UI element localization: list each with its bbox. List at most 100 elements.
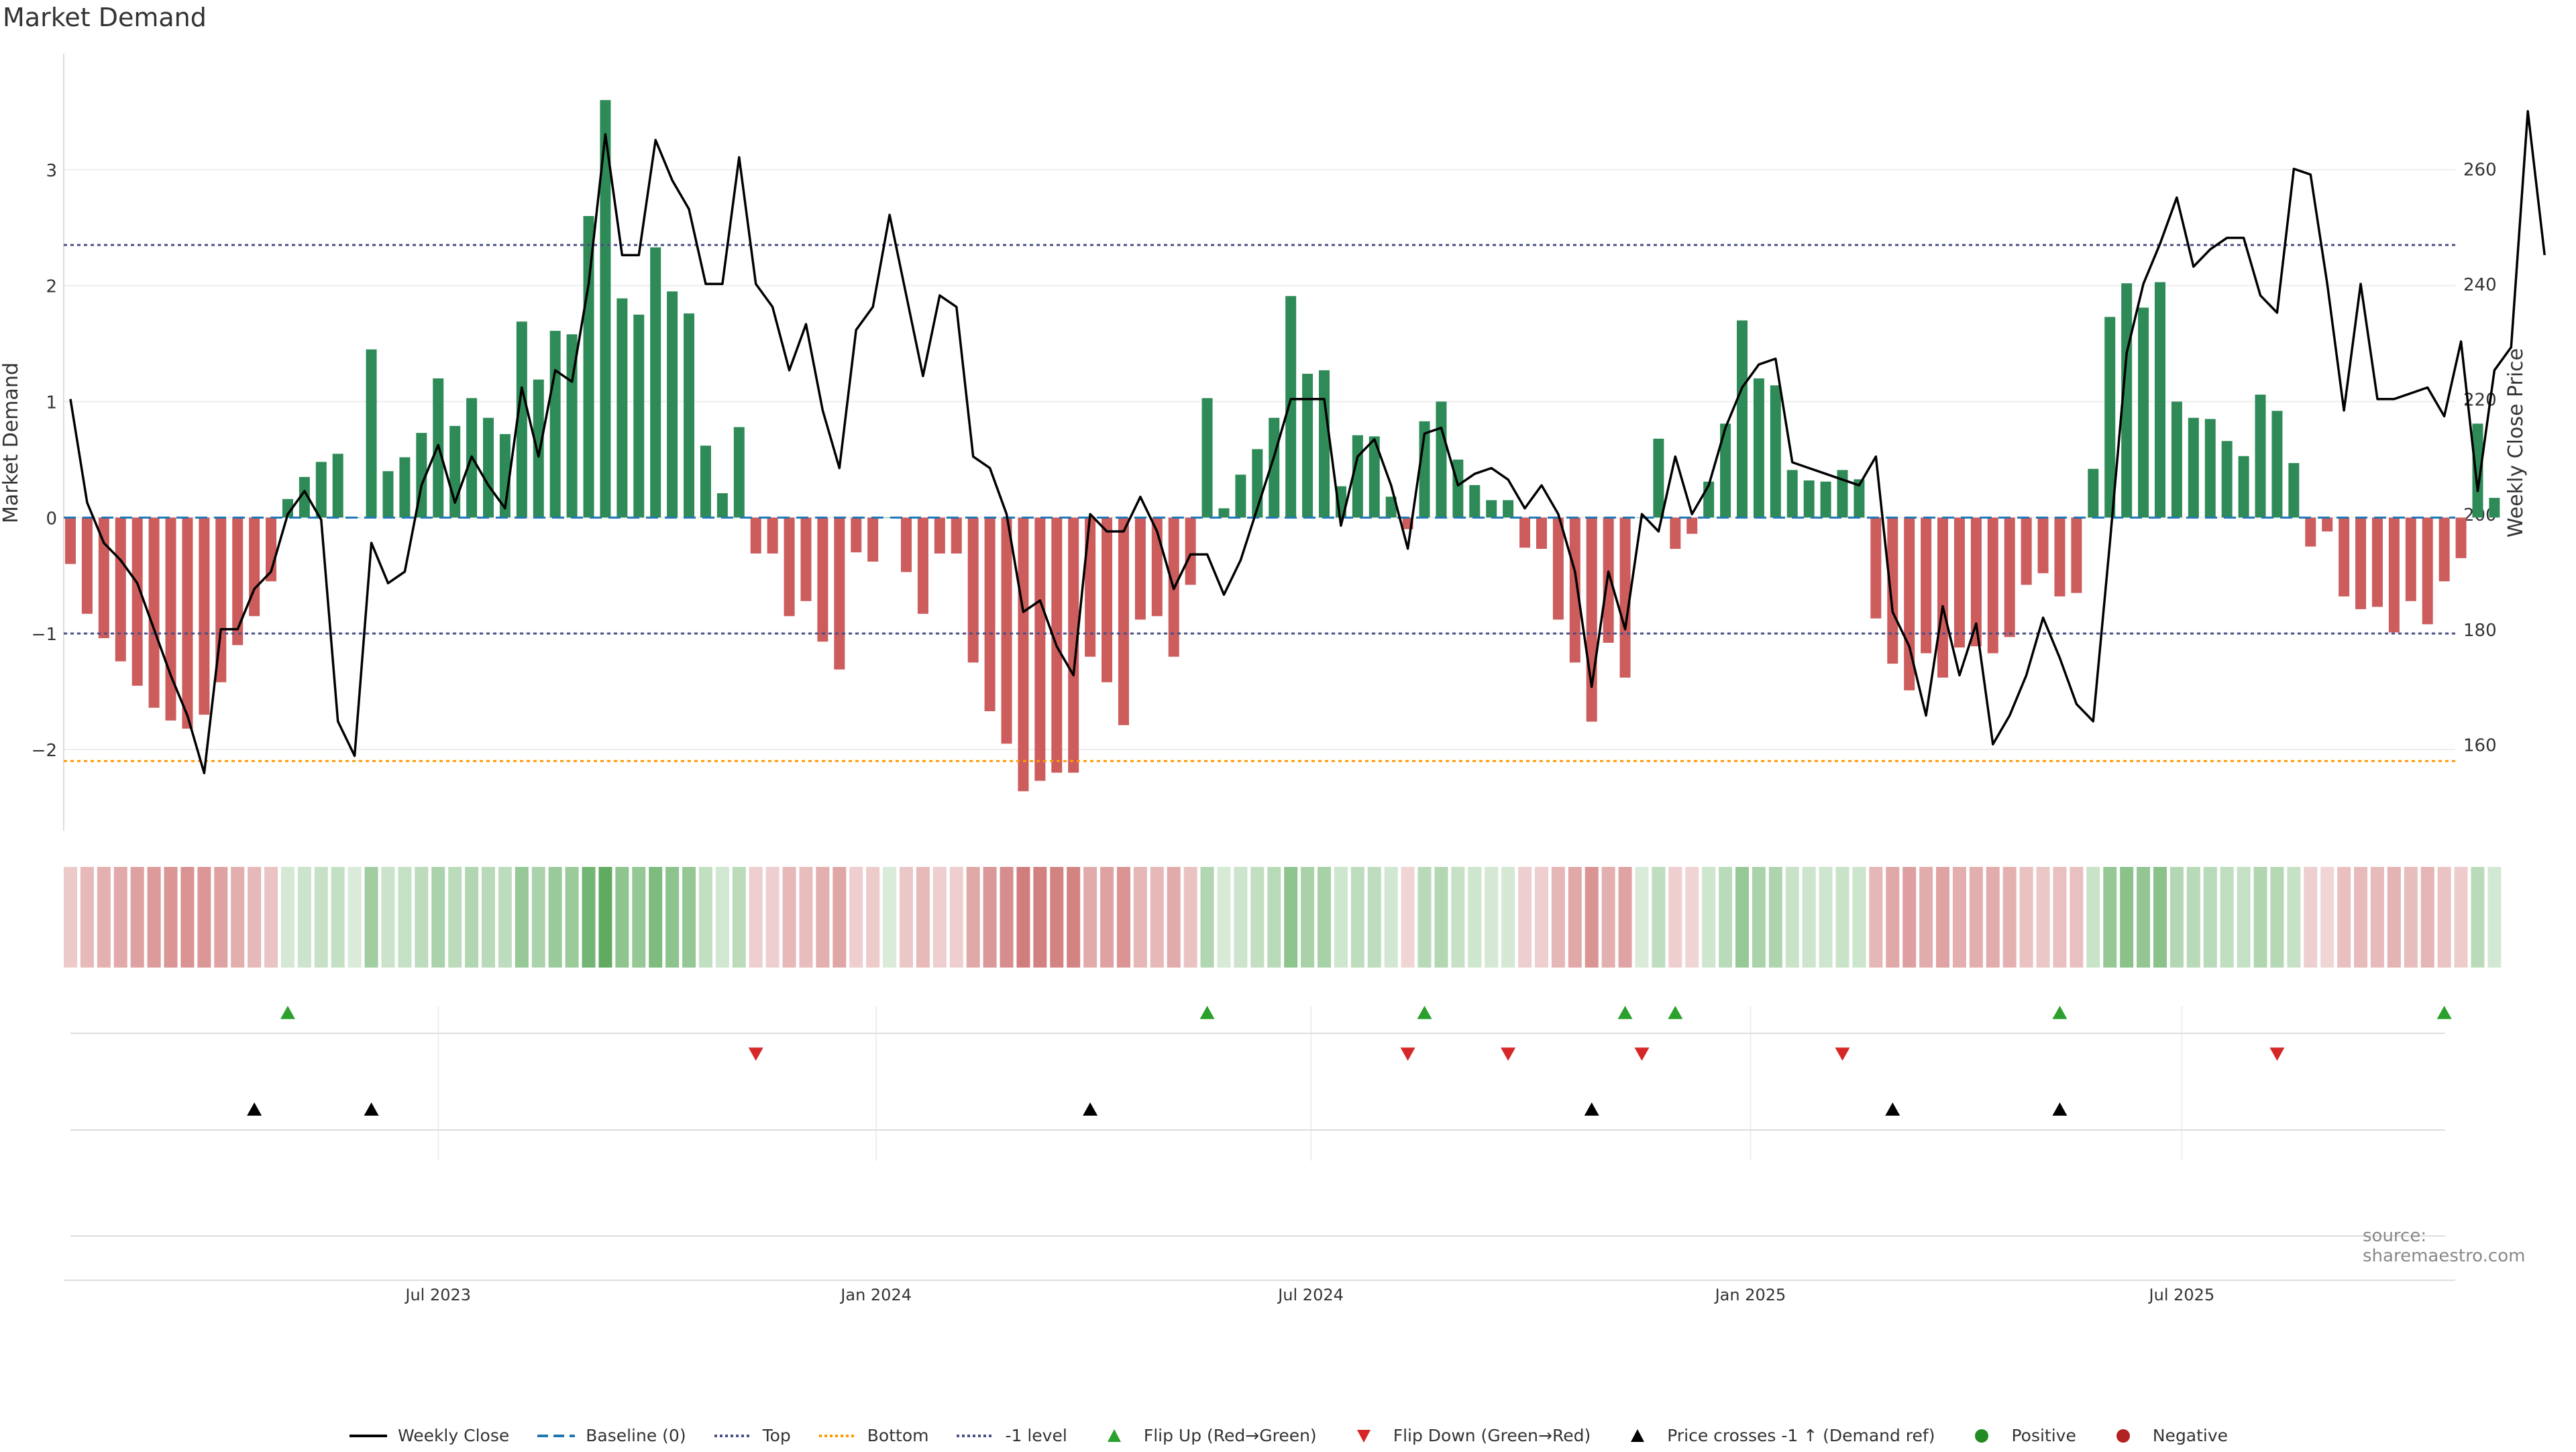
- heat-cell-positive: [2086, 867, 2100, 968]
- demand-bar-positive: [1285, 296, 1297, 518]
- heat-cell-negative: [1183, 867, 1197, 968]
- demand-bar-negative: [215, 517, 227, 682]
- heat-cell-negative: [983, 867, 997, 968]
- triangle-up-icon: [1631, 1429, 1645, 1442]
- heat-cell-negative: [2370, 867, 2384, 968]
- demand-bar-negative: [1102, 517, 1113, 682]
- demand-bar-positive: [1269, 417, 1280, 518]
- legend-item-weekly_close: Weekly Close: [348, 1426, 509, 1445]
- heat-cell-positive: [1434, 867, 1448, 968]
- heat-cell-positive: [1652, 867, 1666, 968]
- demand-bar-negative: [2422, 517, 2433, 625]
- heat-cell-negative: [64, 867, 77, 968]
- demand-bar-negative: [984, 517, 996, 711]
- demand-bar-negative: [2355, 517, 2367, 609]
- heat-cell-negative: [197, 867, 211, 968]
- legend-label: Top: [762, 1426, 791, 1445]
- demand-bar-positive: [2255, 395, 2266, 518]
- heat-cell-positive: [632, 867, 646, 968]
- demand-bar-negative: [1001, 517, 1012, 744]
- demand-bar-negative: [784, 517, 795, 617]
- heat-cell-positive: [431, 867, 445, 968]
- heat-cell-negative: [1986, 867, 2000, 968]
- heat-cell-positive: [2237, 867, 2251, 968]
- heat-cell-negative: [1000, 867, 1014, 968]
- demand-bar-positive: [2489, 497, 2500, 518]
- heat-cell-negative: [164, 867, 178, 968]
- demand-bar-positive: [1201, 398, 1213, 518]
- heat-cell-positive: [415, 867, 429, 968]
- legend-label: Baseline (0): [586, 1426, 686, 1445]
- legend-item-top: Top: [713, 1426, 791, 1445]
- demand-bar-negative: [249, 517, 260, 617]
- demand-bar-positive: [366, 349, 377, 518]
- demand-bar-negative: [2371, 517, 2383, 607]
- heat-cell-positive: [1451, 867, 1465, 968]
- demand-bar-positive: [1653, 438, 1664, 518]
- demand-bar-positive: [1503, 500, 1514, 518]
- heat-cell-negative: [1401, 867, 1415, 968]
- price-cross-marker: [2052, 1102, 2068, 1116]
- heat-cell-positive: [1350, 867, 1364, 968]
- demand-bar-positive: [2221, 441, 2233, 518]
- demand-bar-negative: [182, 517, 193, 729]
- heat-cell-positive: [2471, 867, 2485, 968]
- heat-cell-negative: [1067, 867, 1081, 968]
- heat-cell-negative: [1969, 867, 1983, 968]
- heat-cell-positive: [1367, 867, 1381, 968]
- demand-bar-negative: [2339, 517, 2350, 597]
- heat-cell-negative: [2454, 867, 2468, 968]
- heat-cell-negative: [1050, 867, 1064, 968]
- demand-bar-negative: [2021, 517, 2032, 585]
- heat-cell-negative: [2404, 867, 2418, 968]
- demand-bar-positive: [399, 457, 411, 518]
- heat-cell-positive: [682, 867, 696, 968]
- heat-cell-positive: [331, 867, 345, 968]
- heat-cell-negative: [833, 867, 847, 968]
- demand-bar-positive: [299, 476, 310, 518]
- demand-bar-negative: [1953, 517, 1965, 647]
- legend-label: Positive: [2011, 1426, 2076, 1445]
- demand-bar-negative: [98, 517, 109, 639]
- heat-cell-negative: [1919, 867, 1933, 968]
- source-credit: source: sharemaestro.com: [2363, 1226, 2526, 1266]
- demand-bar-negative: [800, 517, 812, 601]
- demand-bar-positive: [1837, 470, 1848, 518]
- heat-cell-negative: [2070, 867, 2084, 968]
- heat-cell-negative: [1100, 867, 1114, 968]
- heat-cell-negative: [1886, 867, 1900, 968]
- heat-cell-negative: [1568, 867, 1582, 968]
- heat-cell-negative: [1150, 867, 1164, 968]
- demand-bar-negative: [2388, 517, 2400, 633]
- demand-bar-negative: [1887, 517, 1898, 664]
- flip-down-marker: [1634, 1047, 1650, 1061]
- price-cross-marker: [1885, 1102, 1900, 1116]
- heat-cell-negative: [2354, 867, 2368, 968]
- flip-up-marker: [1617, 1006, 1633, 1019]
- heat-cell-negative: [1551, 867, 1565, 968]
- heat-cell-negative: [2437, 867, 2451, 968]
- heat-cell-negative: [97, 867, 111, 968]
- solid-line-icon: [349, 1434, 387, 1437]
- demand-bar-negative: [817, 517, 828, 642]
- heat-cell-positive: [883, 867, 897, 968]
- heat-cell-negative: [1016, 867, 1030, 968]
- heat-cell-positive: [1719, 867, 1733, 968]
- demand-bar-negative: [1118, 517, 1129, 725]
- demand-bar-positive: [1753, 378, 1764, 518]
- demand-bar-positive: [282, 499, 293, 518]
- demand-bar-negative: [1569, 517, 1580, 663]
- demand-bar-positive: [449, 425, 461, 518]
- heat-cell-positive: [665, 867, 680, 968]
- heat-cell-negative: [932, 867, 947, 968]
- heat-cell-negative: [816, 867, 830, 968]
- demand-bar-negative: [1185, 517, 1196, 585]
- heat-cell-negative: [147, 867, 161, 968]
- demand-bar-positive: [1720, 423, 1731, 518]
- x-tick-label: Jul 2025: [2148, 1286, 2215, 1304]
- price-cross-marker: [247, 1102, 262, 1116]
- circle-icon: [2116, 1429, 2130, 1443]
- demand-bar-positive: [315, 462, 327, 518]
